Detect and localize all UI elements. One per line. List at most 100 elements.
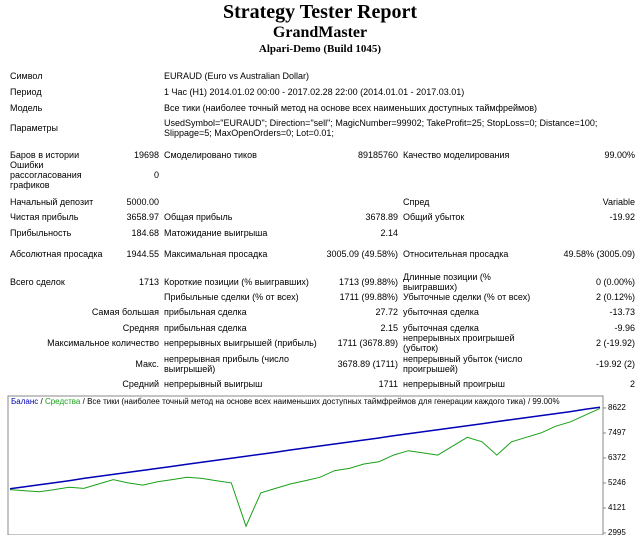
stat-value: 49.58% (3005.09) (563, 249, 635, 259)
info-row: Символ EURAUD (Euro vs Australian Dollar) (0, 69, 640, 83)
stat-value: 89185760 (357, 150, 398, 160)
info-value: Все тики (наиболее точный метод на основ… (164, 103, 537, 113)
legend-separator: / (83, 397, 86, 406)
info-row: Период 1 Час (H1) 2014.01.02 00:00 - 2017… (0, 85, 640, 99)
stat-value: 0 (153, 170, 159, 180)
stat-value: 184.68 (131, 228, 159, 238)
stat-label: Спред (403, 197, 430, 207)
stat-value: 3678.89 (1711) (337, 359, 398, 369)
stat-label: Качество моделирования (403, 150, 510, 160)
stat-label: Максимальное количество (47, 338, 159, 348)
stat-label: Всего сделок (10, 277, 65, 287)
stat-label: непрерывный выигрыш (164, 379, 263, 389)
stats-row: Прибыльные сделки (% от всех) 1711 (99.88… (0, 290, 640, 304)
expert-name: GrandMaster (272, 24, 368, 41)
stat-value: 1713 (138, 277, 159, 287)
stat-value: 19698 (133, 150, 159, 160)
stats-row: Абсолютная просадка 1944.55 Максимальная п… (0, 243, 640, 265)
y-tick-label: 2995 (608, 528, 626, 535)
series-line (9, 406, 601, 490)
stat-label: Начальный депозит (10, 197, 94, 207)
stat-label: Макс. (135, 359, 159, 369)
stat-value: 1711 (378, 379, 398, 389)
y-tick-label: 7497 (608, 428, 626, 437)
stat-value: 3658.97 (126, 212, 159, 222)
stat-label: Длинные позиции (% выигравших) (403, 272, 491, 292)
info-label: Символ (10, 71, 43, 81)
stat-label: непрерывных проигрышей (убыток) (403, 333, 515, 353)
info-row: Параметры UsedSymbol="EURAUD"; Direction=… (0, 116, 640, 140)
stat-value: 2.15 (380, 323, 398, 333)
stat-label: Средний (122, 379, 159, 389)
stat-label: Самая большая (91, 307, 159, 317)
info-row: Модель Все тики (наиболее точный метод на… (0, 101, 640, 115)
stat-value: -19.92 (2) (595, 359, 635, 369)
stat-label: непрерывный убыток (число проигрышей) (403, 354, 523, 374)
info-label: Параметры (10, 123, 58, 133)
stat-label: непрерывных выигрышей (прибыль) (164, 338, 317, 348)
info-value: 1 Час (H1) 2014.01.02 00:00 - 2017.02.28… (164, 87, 465, 97)
stats-row: Средняя прибыльная сделка 2.15 убыточная сд… (0, 321, 640, 335)
stat-label: Абсолютная просадка (10, 249, 103, 259)
legend-separator: / (40, 397, 43, 406)
stat-label: Прибыльность (10, 228, 72, 238)
stat-value: 3678.89 (365, 212, 398, 222)
info-value: EURAUD (Euro vs Australian Dollar) (164, 71, 310, 81)
server-name: Alpari-Demo (Build 1045) (258, 43, 382, 55)
stat-label: Общая прибыль (164, 212, 233, 222)
stats-row: Макс. непрерывная прибыль (число выигрыше… (0, 353, 640, 375)
info-label: Период (10, 87, 42, 97)
legend-entry: Баланс (11, 397, 38, 406)
y-tick-label: 8622 (608, 403, 626, 412)
stat-label: Максимальная просадка (164, 249, 268, 259)
stat-label: непрерывная прибыль (число выигрышей) (164, 354, 290, 374)
stat-value: 3005.09 (49.58%) (326, 249, 398, 259)
info-value: UsedSymbol="EURAUD"; Direction="sell"; M… (164, 118, 598, 138)
stats-row: Начальный депозит 5000.00 Спред Variable (0, 195, 640, 209)
stat-label: Убыточные сделки (% от всех) (403, 292, 531, 302)
stat-label: Короткие позиции (% выигравших) (164, 277, 309, 287)
stat-value: 2.14 (380, 228, 398, 238)
legend-quality: 99.00% (532, 397, 559, 406)
stats-row: Средний непрерывный выигрыш 1711 непрерывны… (0, 377, 640, 391)
stat-value: -19.92 (609, 212, 635, 222)
stat-label: Чистая прибыль (10, 212, 79, 222)
stat-value: 27.72 (375, 307, 398, 317)
stat-value: 1711 (3678.89) (337, 338, 398, 348)
stats-row: Самая большая прибыльная сделка 27.72 убыто… (0, 305, 640, 319)
stat-value: 2 (-19.92) (595, 338, 635, 348)
stat-label: убыточная сделка (403, 307, 479, 317)
stat-label: убыточная сделка (403, 323, 479, 333)
y-tick-label: 6372 (608, 453, 626, 462)
y-tick-label: 4121 (608, 503, 626, 512)
stat-label: прибыльная сделка (164, 307, 247, 317)
stat-value: Variable (602, 197, 635, 207)
stat-label: прибыльная сделка (164, 323, 247, 333)
stat-value: 2 (0.12%) (595, 292, 635, 302)
stat-label: Средняя (122, 323, 159, 333)
stats-row: Максимальное количество непрерывных выигр… (0, 333, 640, 353)
stats-row: Ошибки рассогласования графиков 0 (0, 160, 640, 190)
info-label: Модель (10, 103, 43, 113)
stat-value: 2 (629, 379, 635, 389)
stat-value: 5000.00 (126, 197, 159, 207)
stat-value: 1713 (99.88%) (338, 277, 398, 287)
legend: Баланс / Средства / Все тики (наиболее т… (11, 397, 560, 406)
stats-row: Прибыльность 184.68 Матожидание выигрыша 2.… (0, 226, 640, 240)
stat-value: -9.96 (614, 323, 635, 333)
stat-label: непрерывный проигрыш (403, 379, 505, 389)
stats-row: Всего сделок 1713 Короткие позиции (% выиг… (0, 272, 640, 292)
stat-label: Смоделировано тиков (164, 150, 257, 160)
legend-note: Все тики (наиболее точный метод на основ… (87, 397, 526, 406)
stat-label: Матожидание выигрыша (164, 228, 268, 238)
legend-entry: Средства (45, 397, 81, 406)
stat-value: 99.00% (604, 150, 635, 160)
stats-row: Баров в истории 19698 Смоделировано тиков 8… (0, 148, 640, 162)
stat-label: Относительная просадка (403, 249, 509, 259)
chart-frame (7, 395, 604, 535)
report-title: Strategy Tester Report (222, 1, 418, 23)
series-line (9, 407, 601, 528)
stat-value: 1944.55 (126, 249, 159, 259)
